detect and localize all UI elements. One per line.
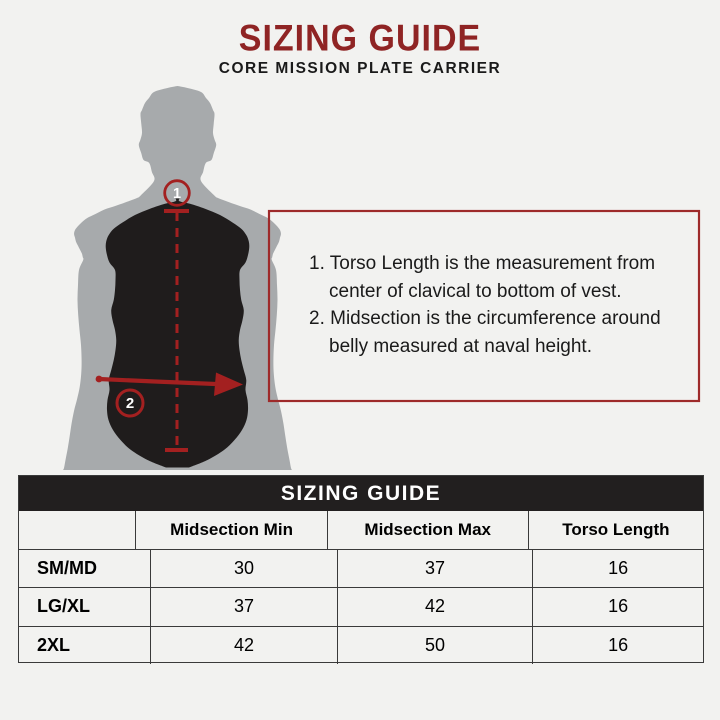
svg-text:1: 1 bbox=[173, 186, 181, 202]
svg-text:2: 2 bbox=[126, 395, 134, 412]
